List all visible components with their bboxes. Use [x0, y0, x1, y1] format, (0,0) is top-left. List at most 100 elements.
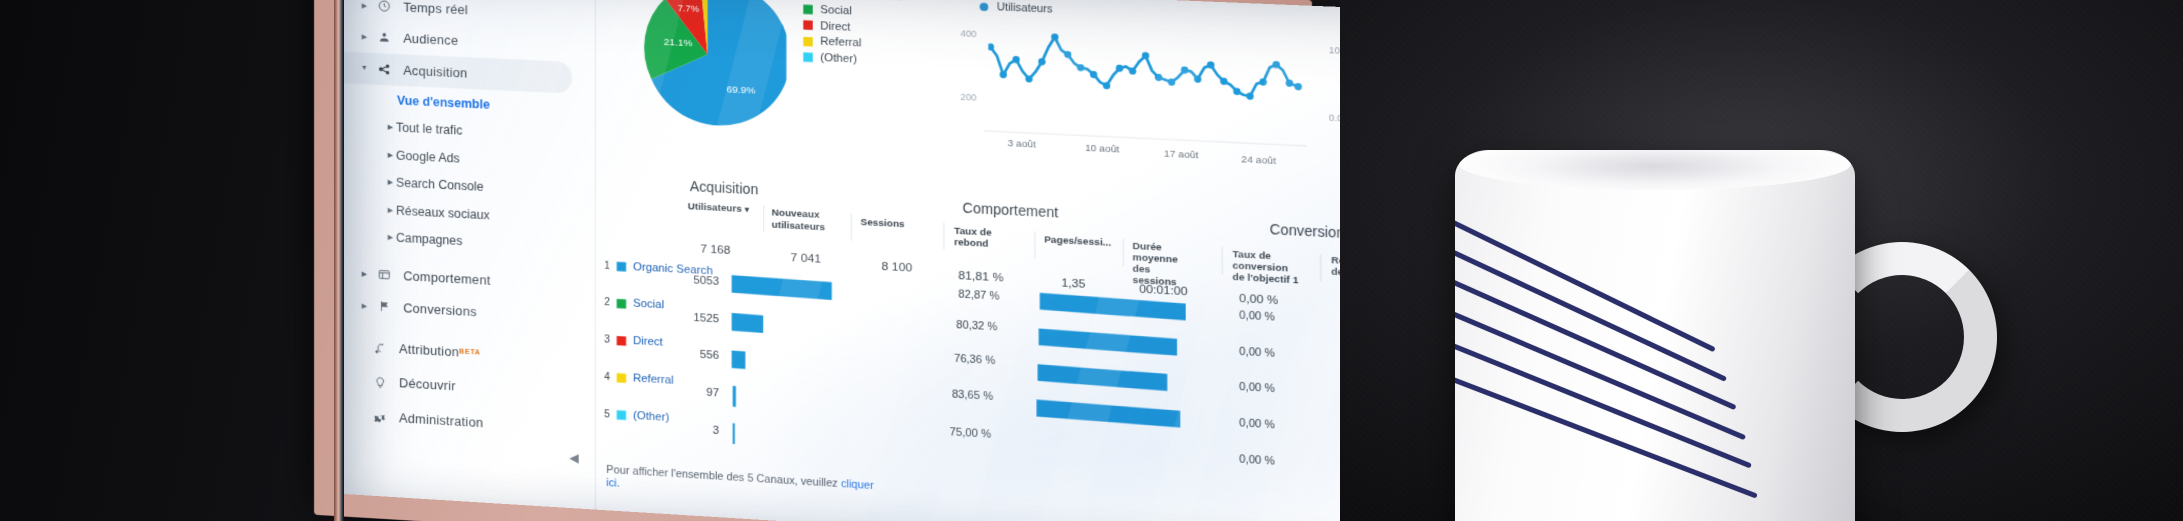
chevron-right-icon[interactable]: ▶ — [361, 1, 368, 10]
pie-chart: 69.9% 21.1% 7.7% — [629, 0, 791, 136]
legend-swatch-other — [803, 52, 813, 63]
row-rank: 2 — [604, 296, 611, 309]
footnote-text: Pour afficher l'ensemble des 5 Canaux, v… — [606, 463, 841, 490]
table-row[interactable]: 4 Referral — [604, 370, 674, 387]
row-bounce-value: 75,00 % — [949, 425, 991, 441]
mug-stripe — [1455, 340, 1752, 469]
row-conv-value: 0,00 % — [1239, 416, 1275, 432]
laptop-bezel-edge — [334, 0, 344, 521]
table-header-utilisateurs[interactable]: Utilisateurs ▾ — [687, 201, 749, 216]
table-row[interactable]: 3 Direct — [604, 333, 663, 349]
row-bounce-value: 80,32 % — [956, 319, 998, 334]
sidebar-item-acquisition[interactable]: ▼ Acquisition — [344, 51, 573, 94]
column-divider — [1320, 254, 1322, 282]
sidebar: RAPPORTS ▶ Temps réel ▶ — [344, 0, 596, 521]
attribution-icon — [366, 340, 393, 355]
total-taux-conversion: 0,00 % — [1239, 292, 1279, 307]
clock-icon — [371, 0, 398, 13]
chevron-right-icon[interactable]: ▶ — [361, 33, 368, 41]
users-line-svg — [988, 24, 1302, 128]
row-users-bar — [732, 385, 736, 407]
sidebar-item-temps-reel[interactable]: ▶ Temps réel — [344, 0, 595, 31]
sidebar-subitem-label: Vue d'ensemble — [397, 92, 490, 112]
chevron-right-icon[interactable]: ▶ — [387, 178, 394, 187]
column-divider — [850, 213, 852, 241]
legend-item[interactable]: (Other) — [803, 49, 901, 69]
row-channel-label[interactable]: (Other) — [632, 409, 670, 424]
table-group-acquisition: Acquisition — [689, 178, 759, 198]
chevron-right-icon[interactable]: ▶ — [387, 233, 394, 242]
sidebar-item-administration[interactable]: Administration — [344, 397, 596, 447]
chevron-right-icon[interactable]: ▶ — [387, 206, 394, 214]
pie-svg: 69.9% 21.1% 7.7% — [644, 0, 791, 129]
row-channel-label[interactable]: Direct — [632, 334, 663, 349]
sidebar-subitem-label: Tout le trafic — [396, 119, 463, 138]
table-row[interactable]: 5 (Other) — [604, 407, 670, 424]
users-xtick-0: 3 août — [1007, 137, 1036, 151]
row-pages-bar — [1036, 399, 1181, 428]
row-conv-value: 0,00 % — [1239, 452, 1275, 468]
sidebar-item-decouvrir[interactable]: Découvrir — [344, 363, 596, 412]
table-group-conversions: Conversions — [1269, 221, 1341, 242]
table-group-comportement: Comportement — [962, 200, 1059, 221]
sidebar-item-label: Acquisition — [403, 63, 468, 81]
sidebar-subitem-label: Google Ads — [396, 147, 460, 165]
table-header-nouveaux-utilisateurs[interactable]: Nouveaux utilisateurs — [771, 207, 826, 234]
chevron-right-icon[interactable]: ▶ — [387, 123, 394, 132]
column-divider — [1221, 246, 1223, 275]
row-users-bar — [732, 423, 735, 445]
row-color-chip — [616, 298, 626, 309]
row-pages-bar — [1038, 328, 1178, 356]
sidebar-item-label: Administration — [399, 410, 484, 431]
table-header-taux-de-rebond[interactable]: Taux de rebond — [954, 225, 992, 250]
behavior-icon — [371, 267, 398, 282]
row-rank: 4 — [604, 370, 611, 383]
table-header-taux-conversion-objectif[interactable]: Taux de conversion de l'objectif 1 — [1232, 248, 1299, 287]
table-row[interactable]: 2 Social — [604, 296, 664, 312]
chevron-right-icon[interactable]: ▶ — [361, 270, 368, 278]
sidebar-item-label: Conversions — [403, 300, 477, 319]
sidebar-item-attribution[interactable]: Attribution BETA — [344, 328, 596, 377]
pie-legend: Organic Search Social Direct Referral (O… — [803, 0, 901, 70]
sidebar-item-comportement[interactable]: ▶ Comportement — [344, 257, 595, 302]
mug-body — [1455, 150, 1855, 521]
chevron-right-icon[interactable]: ▶ — [387, 151, 394, 159]
legend-label: Direct — [820, 19, 851, 34]
sidebar-collapse-icon[interactable]: ◀ — [569, 450, 579, 466]
table-footnote: Pour afficher l'ensemble des 5 Canaux, v… — [606, 463, 879, 507]
users-legend[interactable]: Utilisateurs — [979, 0, 1053, 16]
svg-text:7.7%: 7.7% — [678, 3, 699, 14]
screen-content: RAPPORTS ▶ Temps réel ▶ — [344, 0, 1341, 521]
bulb-icon — [366, 375, 393, 390]
flag-icon — [371, 299, 398, 314]
laptop-screen: RAPPORTS ▶ Temps réel ▶ — [344, 0, 1341, 521]
legend-swatch-referral — [803, 36, 813, 47]
sidebar-item-label: Audience — [403, 31, 459, 49]
row-users-value: 97 — [706, 386, 720, 400]
column-divider — [763, 205, 765, 233]
beta-badge: BETA — [459, 348, 481, 357]
conversions-ytick-100: 100.00 % — [1328, 44, 1341, 57]
users-ytick-400: 400 — [960, 27, 977, 40]
conversions-chart-card: Conversions Newsletter sign in (Taux de … — [1322, 0, 1341, 215]
table-header-pages-session[interactable]: Pages/sessi... — [1044, 233, 1112, 249]
sidebar-item-audience[interactable]: ▶ Audience — [344, 20, 595, 63]
chevron-right-icon[interactable]: ▶ — [361, 302, 368, 310]
row-color-chip — [616, 409, 626, 420]
row-users-bar — [731, 275, 832, 300]
chevron-down-icon[interactable]: ▼ — [360, 64, 368, 73]
row-channel-label[interactable]: Referral — [632, 371, 674, 387]
row-users-value: 5053 — [693, 274, 720, 288]
table-header-realisation-objectif[interactable]: Réalisation de l'objectif 1 — [1331, 254, 1341, 282]
legend-label: Referral — [820, 35, 862, 50]
total-utilisateurs: 7 168 — [700, 243, 731, 258]
table-header-sessions[interactable]: Sessions — [860, 216, 905, 230]
sidebar-item-label: Attribution — [399, 341, 460, 360]
sidebar-subitem-label: Search Console — [396, 175, 484, 194]
users-xtick-1: 10 août — [1084, 142, 1120, 156]
sidebar-item-conversions[interactable]: ▶ Conversions — [344, 288, 595, 333]
row-channel-label[interactable]: Social — [632, 297, 665, 312]
channels-pie-card: Principaux canaux — [604, 0, 952, 177]
sidebar-item-label: Temps réel — [403, 0, 468, 17]
users-xtick-3: 24 août — [1241, 153, 1276, 168]
